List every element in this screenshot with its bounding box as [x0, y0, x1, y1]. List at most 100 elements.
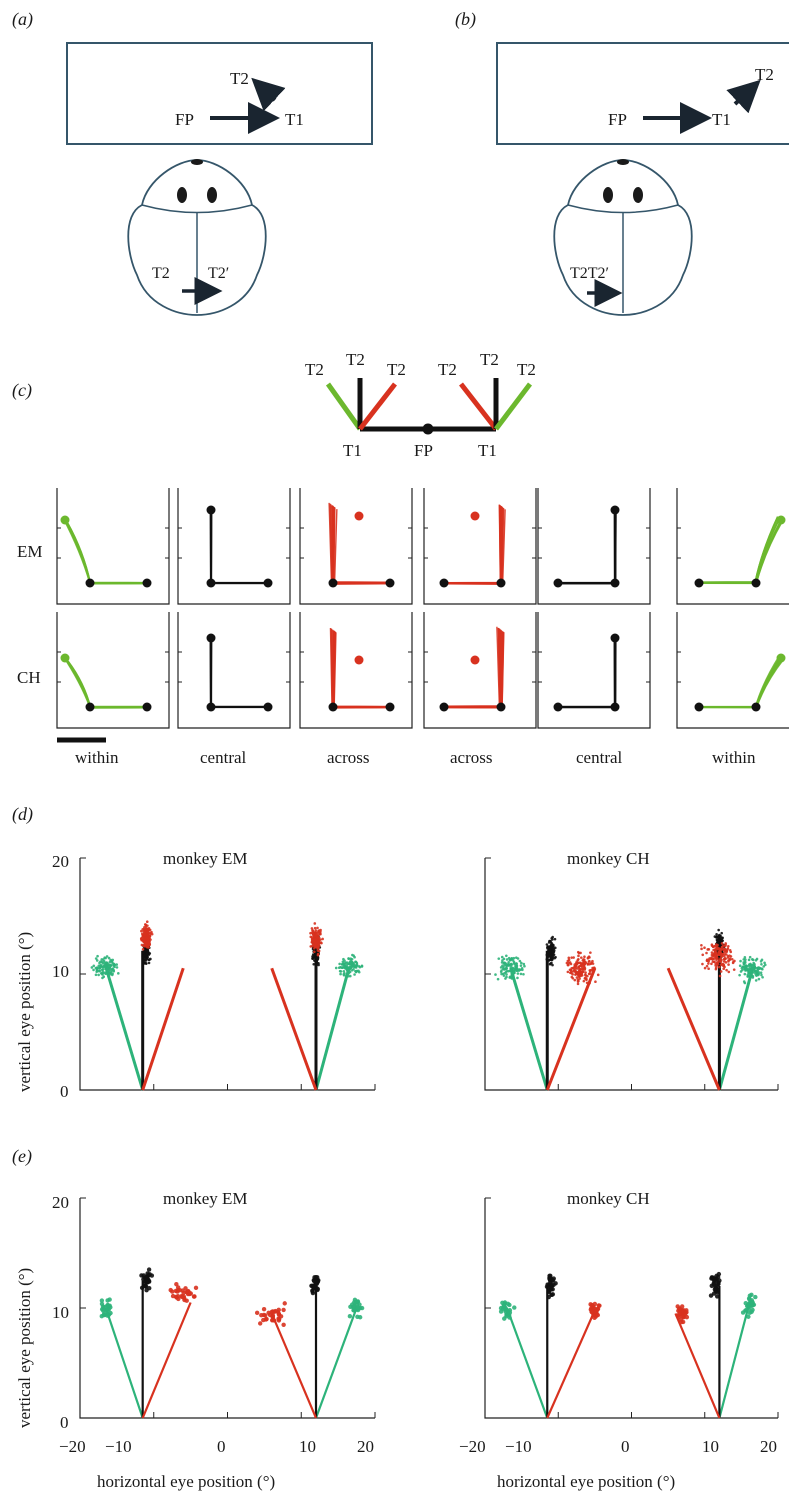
vector-line [509, 967, 549, 1091]
c-trace-line [698, 520, 783, 584]
vector-line [314, 966, 351, 1091]
scatter-point [712, 1276, 717, 1282]
c-trace-line [558, 637, 616, 708]
c-trace-box [537, 488, 651, 605]
screen-box-a [66, 42, 373, 145]
scatter-point [746, 974, 750, 978]
c-box-axes [56, 488, 170, 605]
scatter-point [567, 961, 571, 965]
c-fp-dot [385, 578, 395, 588]
scatter-point [502, 974, 506, 977]
scatter-point [747, 971, 751, 975]
scatter-point [710, 957, 714, 961]
scatter-point [717, 939, 721, 942]
scatter-point [500, 961, 504, 964]
scatter-point [507, 961, 510, 964]
scatter-point [679, 1319, 684, 1325]
scatter-point [341, 966, 344, 969]
axis-lines [79, 858, 375, 1091]
scatter-point [580, 971, 584, 975]
scatter-point [188, 1291, 194, 1296]
scatter-point [700, 943, 703, 947]
scatter-point [575, 976, 579, 979]
scatter-point [179, 1293, 184, 1299]
d-title-ch: monkey CH [567, 849, 650, 868]
e-title-ch: monkey CH [567, 1189, 650, 1208]
c-trace-line [210, 638, 268, 708]
scatter-point [314, 934, 318, 937]
scatter-point [108, 960, 112, 964]
scatter-point [512, 960, 516, 964]
scatter-point [522, 972, 525, 976]
scatter-point [309, 935, 313, 939]
scatter-point [716, 1271, 722, 1277]
scatter-point [747, 1297, 752, 1302]
scatter-point [582, 979, 586, 983]
scatter-point [590, 973, 594, 977]
scatter-point [747, 1310, 753, 1315]
scatter-point [143, 1276, 149, 1282]
scatter-point [721, 936, 724, 940]
scatter-point [553, 946, 557, 950]
scatter-point [588, 962, 591, 966]
scatter-point [572, 966, 576, 970]
c-trace-line [558, 510, 617, 584]
scatter-point [509, 964, 513, 968]
b-t2-label: T2 [755, 65, 774, 84]
scatter-point [312, 962, 316, 966]
scatter-point [701, 962, 704, 966]
scatter-point [567, 956, 571, 960]
scatter-point [497, 957, 501, 960]
scatter-point [310, 937, 314, 941]
scatter-point [342, 969, 346, 973]
scatter-point [523, 964, 526, 968]
c-trace-line [210, 638, 268, 708]
c-t1-label-2: T1 [478, 441, 497, 460]
c-trace-box [423, 488, 537, 605]
scatter-point [318, 931, 321, 934]
scatter-point [714, 967, 718, 971]
scatter-point [513, 967, 517, 970]
c-trace-line [698, 519, 782, 584]
scatter-point [355, 1305, 360, 1310]
scatter-point [342, 973, 346, 977]
scatter-point [147, 961, 151, 965]
scatter-point [703, 946, 706, 949]
vector-line [718, 1305, 750, 1419]
scatter-point [761, 967, 764, 971]
scatter-point [723, 965, 726, 969]
scatter-point [313, 946, 316, 950]
c-trace-line [443, 628, 502, 708]
vector-line [141, 967, 185, 1091]
scatter-point [743, 961, 747, 964]
scatter-point [141, 947, 145, 951]
scatter-point [549, 957, 553, 960]
c-t2-label-5: T2 [480, 350, 499, 369]
scatter-point [723, 955, 726, 958]
c-trace-line [698, 658, 783, 709]
c-trace-line [443, 630, 503, 709]
scatter-point [316, 949, 320, 952]
scatter-point [349, 965, 353, 968]
scatter-point [717, 928, 720, 932]
e-xtick-l-4: 10 [299, 1437, 316, 1456]
c-box-axes [676, 612, 789, 729]
scatter-point [494, 973, 497, 976]
d-ytick-10: 10 [52, 962, 69, 981]
c-t2-dot [206, 505, 216, 515]
c-trace-line [64, 657, 148, 708]
scatter-point [753, 1294, 758, 1300]
scatter-point [101, 970, 105, 973]
scatter-point [516, 957, 520, 960]
scatter-point [347, 1314, 353, 1319]
scatter-point [579, 969, 582, 972]
scatter-point [177, 1288, 182, 1293]
scatter-point [505, 969, 509, 973]
scatter-point [316, 942, 320, 946]
scatter-point [508, 969, 512, 973]
scatter-point [714, 943, 718, 946]
c-trace-line [64, 519, 148, 584]
c-trace-line [558, 636, 616, 708]
scatter-point [720, 931, 723, 935]
vector-line [546, 1309, 596, 1419]
